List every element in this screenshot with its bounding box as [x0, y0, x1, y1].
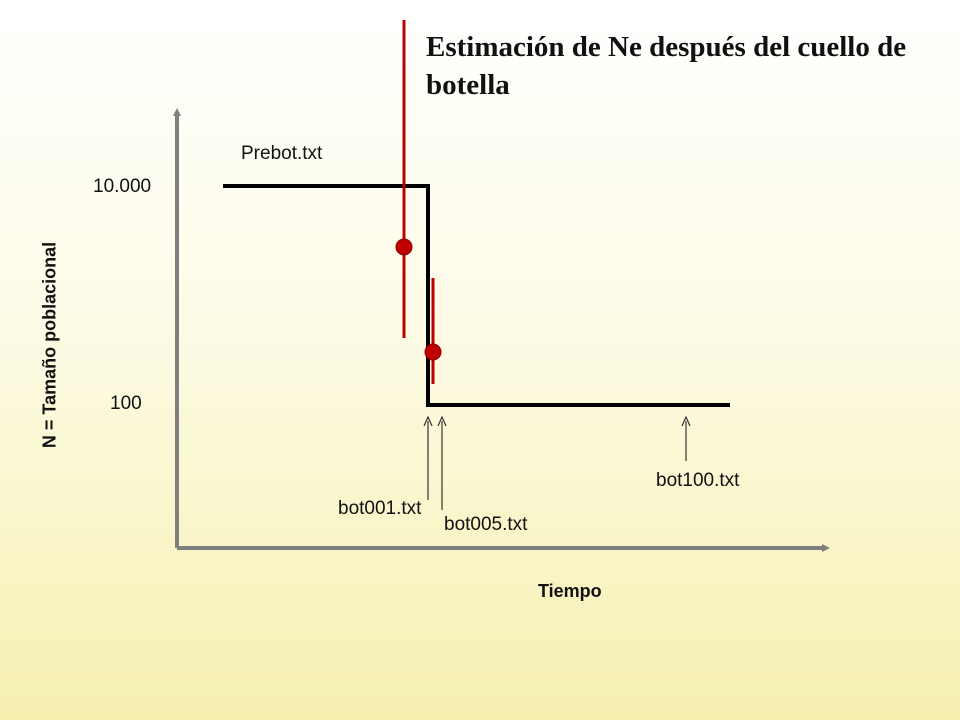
diagram-title: Estimación de Ne después del cuello de b… — [426, 31, 907, 101]
y-tick-100: 100 — [110, 393, 142, 414]
y-axis-label: N = Tamaño poblacional — [39, 241, 60, 449]
y-tick-10000: 10.000 — [93, 176, 152, 197]
prebot-label: Prebot.txt — [241, 143, 323, 164]
bot001-label: bot001.txt — [338, 498, 422, 519]
bot001-estimate-point — [424, 343, 442, 361]
bot100-label: bot100.txt — [656, 470, 740, 491]
x-axis-label: Tiempo — [538, 581, 602, 601]
population-size-line — [223, 184, 730, 407]
bot005-label: bot005.txt — [444, 514, 528, 535]
prebot-estimate-point — [395, 238, 413, 256]
